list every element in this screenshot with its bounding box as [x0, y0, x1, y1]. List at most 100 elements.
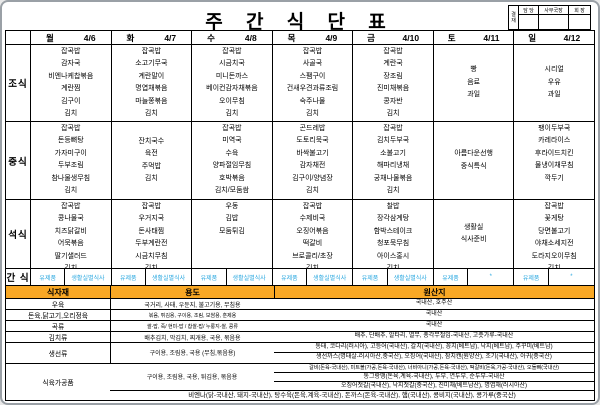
- ingredient-origin-footer: 비엔나(닭-국내산, 돼지-국내산), 탕수육(돈육,계육-국내산), 돈까스(…: [110, 389, 594, 400]
- ingredient-row: 돈육,닭고기,오리정육 볶음, 튀김용, 구이용, 조림, 보쌈용, 훈제용 국내산: [6, 309, 594, 320]
- ingredient-origin: 갈비(돈육-국내산), 미트볼(가공,돈육-국내산), 너비아니(가공,돈육-국…: [274, 364, 594, 390]
- snack-note: *: [547, 269, 594, 285]
- menu-item: 김치: [306, 187, 319, 195]
- menu-item: 장조림: [383, 72, 403, 80]
- day-date: 4/10: [402, 32, 420, 43]
- approval-header-hoejang: 회 장: [568, 5, 591, 15]
- menu-cell: 잔치국수 육전 주먹밥 김치: [110, 121, 192, 199]
- approval-header-samugukjang: 사무국장: [538, 5, 569, 15]
- menu-item: 잡곡밥: [302, 203, 323, 210]
- menu-cell: 잡곡밥 계란국 장조림 진미채볶음 콩자반 김치: [352, 44, 433, 121]
- menu-item: 김치: [64, 263, 77, 268]
- menu-cell: 잡곡밥 미역국 수육 양파절임무침 호박볶음 김치/모둠쌈: [191, 121, 272, 199]
- menu-cell: 찰밥장각삼계탕함박스테이크청포묵무침아이스홍시김치: [352, 199, 433, 268]
- day-name: 금: [367, 32, 375, 43]
- menu-item: 잡곡밥: [544, 203, 564, 210]
- ingredient-use: 구이용, 조림용, 국용 (무침,볶음용): [110, 343, 274, 363]
- meal-label: 중식: [6, 121, 30, 199]
- menu-cell: 잡곡밥 돈등뼈탕 가자미구이 두부조림 참나물생무침 김치: [30, 121, 111, 199]
- menu-item: 두부조림: [57, 162, 84, 170]
- menu-item: 장각삼계탕: [376, 215, 410, 223]
- menu-item: 미역국: [222, 137, 242, 145]
- menu-item: 두부계란전: [135, 240, 168, 248]
- ingredient-origin: 국내산, 호주산: [274, 299, 594, 309]
- menu-cell: 잡곡밥콩나물국치즈닭갈비어묵볶음딸기샐러드김치: [30, 199, 111, 268]
- approval-sign-cell[interactable]: [568, 14, 591, 30]
- day-date: 4/8: [244, 32, 257, 43]
- ingredients-header-row: 식자재 용도 원산지: [6, 286, 594, 298]
- menu-item: 김치: [548, 263, 561, 268]
- menu-item: 참나물생무침: [51, 174, 91, 182]
- menu-item: 빵: [470, 66, 477, 74]
- menu-item: 오징어볶음: [296, 227, 329, 235]
- menu-item: 김치: [306, 110, 319, 118]
- approval-sign-cell[interactable]: [538, 14, 569, 30]
- day-date: 4/12: [563, 32, 581, 43]
- meal-label: 석식: [6, 199, 30, 268]
- menu-item: 마늘쫑볶음: [135, 97, 168, 105]
- origin-line: 오징어젓갈(국내산), 낙지젓갈(중국산), 진미채(베트남산), 명엽채(러시…: [274, 380, 594, 390]
- snack-note: 생활실별식사: [144, 269, 191, 285]
- menu-item: 명엽채볶음: [135, 85, 168, 93]
- menu-item: 곤드레밥: [299, 125, 326, 132]
- menu-item: 감자채전: [299, 162, 326, 170]
- menu-item: 호박볶음: [219, 174, 245, 182]
- menu-item: 잡곡밥: [61, 203, 81, 210]
- day-header-cell-1: 월 4/6: [30, 31, 111, 44]
- menu-item: 생활실: [463, 223, 484, 231]
- menu-item: 딸기샐러드: [54, 252, 87, 260]
- menu-item: 김치/모둠쌈: [214, 187, 249, 195]
- page-title: 주 간 식 단 표: [205, 12, 395, 33]
- snack-note: 생활실별식사: [386, 269, 433, 285]
- title-bar: 주 간 식 단 표 결재 담 당 사무국장 회 장: [5, 4, 595, 33]
- ingredient-origin: 동태, 코다리(러시아), 고등어(국내산), 갈치(국내산), 꽁치(베트남)…: [274, 343, 594, 363]
- ingredient-name: 돈육,닭고기,오리정육: [27, 313, 89, 320]
- menu-item: 숙주나물: [299, 97, 326, 105]
- snack-cell: 유제품 생활실별식사: [30, 268, 111, 285]
- snack-dairy: 유제품: [361, 275, 379, 282]
- menu-item: 함박스테이크: [373, 227, 413, 235]
- menu-cell: 잡곡밥꽃게탕당면불고기야채소세지전도라지오이무침김치: [513, 199, 594, 268]
- menu-item: 모둠튀김: [219, 227, 245, 235]
- menu-item: 궁채나물볶음: [373, 174, 413, 182]
- menu-cell: 생활실 식사준비: [432, 199, 514, 268]
- menu-item: 음료: [467, 78, 481, 86]
- ingredient-use: 국거리, 사태, 우둔지, 불고기용, 무침용: [110, 299, 274, 309]
- menu-item: 김치: [386, 110, 400, 118]
- ingredient-name: 생선류: [48, 350, 68, 358]
- menu-item: 떡갈비: [302, 240, 323, 248]
- menu-item: 사골국: [302, 60, 323, 68]
- menu-item: 감자국: [61, 60, 81, 68]
- snack-dairy: 유제품: [39, 275, 56, 282]
- menu-item: 당면불고기: [538, 227, 571, 235]
- meal-label: 조식: [6, 44, 30, 121]
- ingredient-origin: 배추, 단배추, 알타리, 열무, 총각무절임-국내산, 고춧가루-국내산: [274, 332, 594, 342]
- menu-item: 해파리냉채: [376, 162, 410, 170]
- menu-item: 잡곡밥: [61, 125, 81, 132]
- menu-item: 김치두부국: [376, 137, 410, 145]
- menu-item: 깍두기: [544, 174, 564, 182]
- menu-item: 콩자반: [383, 97, 403, 105]
- menu-cell: 빵 음료 과일: [432, 44, 514, 121]
- ingredients-header-1: 용도: [110, 286, 274, 298]
- menu-item: 미니돈까스: [215, 72, 249, 80]
- origin-line: 동태, 코다리(러시아), 고등어(국내산), 갈치(국내산), 꽁치(베트남)…: [315, 344, 553, 350]
- ingredient-row: 생선류 구이용, 조림용, 국용 (무침,볶음용) 동태, 코다리(러시아), 고등…: [6, 342, 594, 363]
- day-header-cell-4: 목 4/9: [271, 31, 353, 44]
- snack-dairy: 유제품: [442, 275, 459, 282]
- menu-item: 김치: [145, 263, 158, 268]
- menu-item: 치즈닭갈비: [54, 227, 87, 235]
- menu-item: 오이무침: [219, 97, 245, 105]
- menu-item: 후라이드치킨: [534, 149, 574, 157]
- snack-note: 생활실별식사: [225, 269, 272, 285]
- menu-item: 중식특식: [460, 162, 487, 170]
- snack-note: 생활실별식사: [64, 269, 110, 285]
- menu-item: 청포묵무침: [376, 240, 410, 248]
- approval-sign-cell[interactable]: [518, 14, 539, 30]
- origin-line: 생선까스(명태살-러시아산,중국산), 오징어(국내산), 참치캔(원양산), …: [274, 352, 594, 362]
- menu-item: 계란말이: [138, 72, 165, 80]
- origin-line: 동그랑땡(돈육,계육-국내산), 두부, 연두부, 순두부-국내산: [274, 371, 594, 381]
- origin-line: 국내산: [425, 322, 443, 329]
- day-header-cell-5: 금 4/10: [352, 31, 433, 44]
